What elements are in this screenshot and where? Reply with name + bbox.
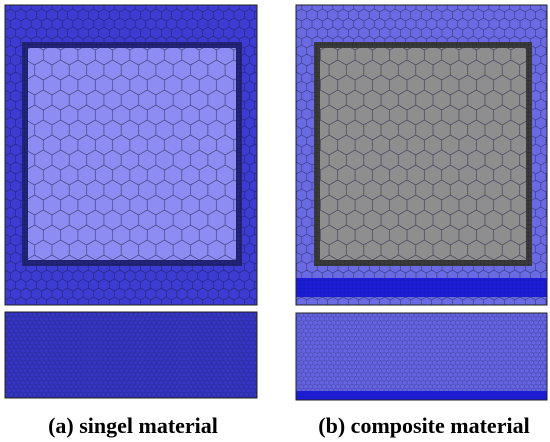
- panel-b-mesh: [295, 4, 548, 306]
- panel-a-strip: [4, 311, 258, 399]
- caption: (a) singel material: [48, 413, 218, 438]
- panel-b-strip: [295, 312, 548, 401]
- panel-a-mesh: [4, 4, 258, 306]
- caption: (b) composite material: [318, 413, 529, 438]
